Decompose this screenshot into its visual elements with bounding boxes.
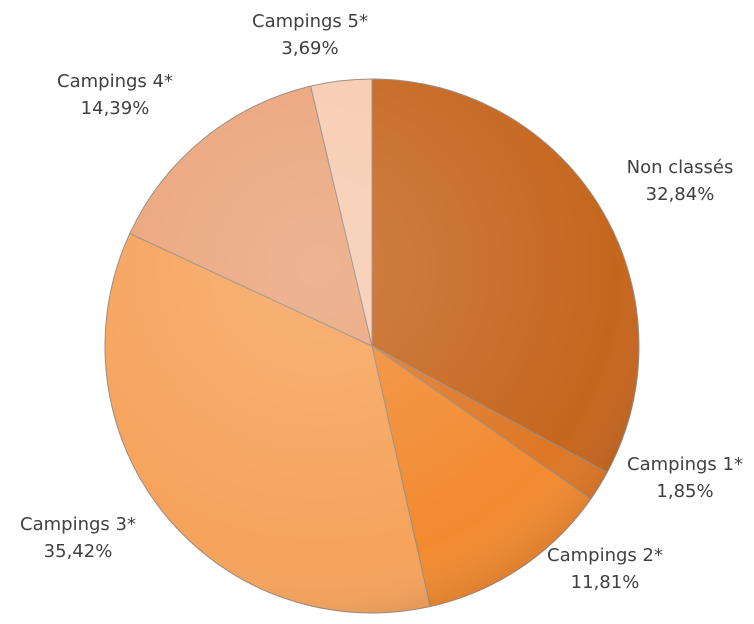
slice-label: Non classés — [627, 157, 734, 178]
slice-value-label: 14,39% — [81, 98, 150, 119]
slice-value-label: 32,84% — [646, 184, 715, 205]
slice-value-label: 1,85% — [656, 481, 713, 502]
slice-label: Campings 4* — [57, 71, 173, 92]
slice-label: Campings 1* — [627, 454, 743, 475]
slice-label: Campings 2* — [547, 545, 663, 566]
slice-value-label: 11,81% — [571, 572, 640, 593]
slice-label: Campings 3* — [20, 514, 136, 535]
slice-label: Campings 5* — [252, 11, 368, 32]
slice-value-label: 3,69% — [281, 38, 338, 59]
slice-value-label: 35,42% — [44, 541, 113, 562]
